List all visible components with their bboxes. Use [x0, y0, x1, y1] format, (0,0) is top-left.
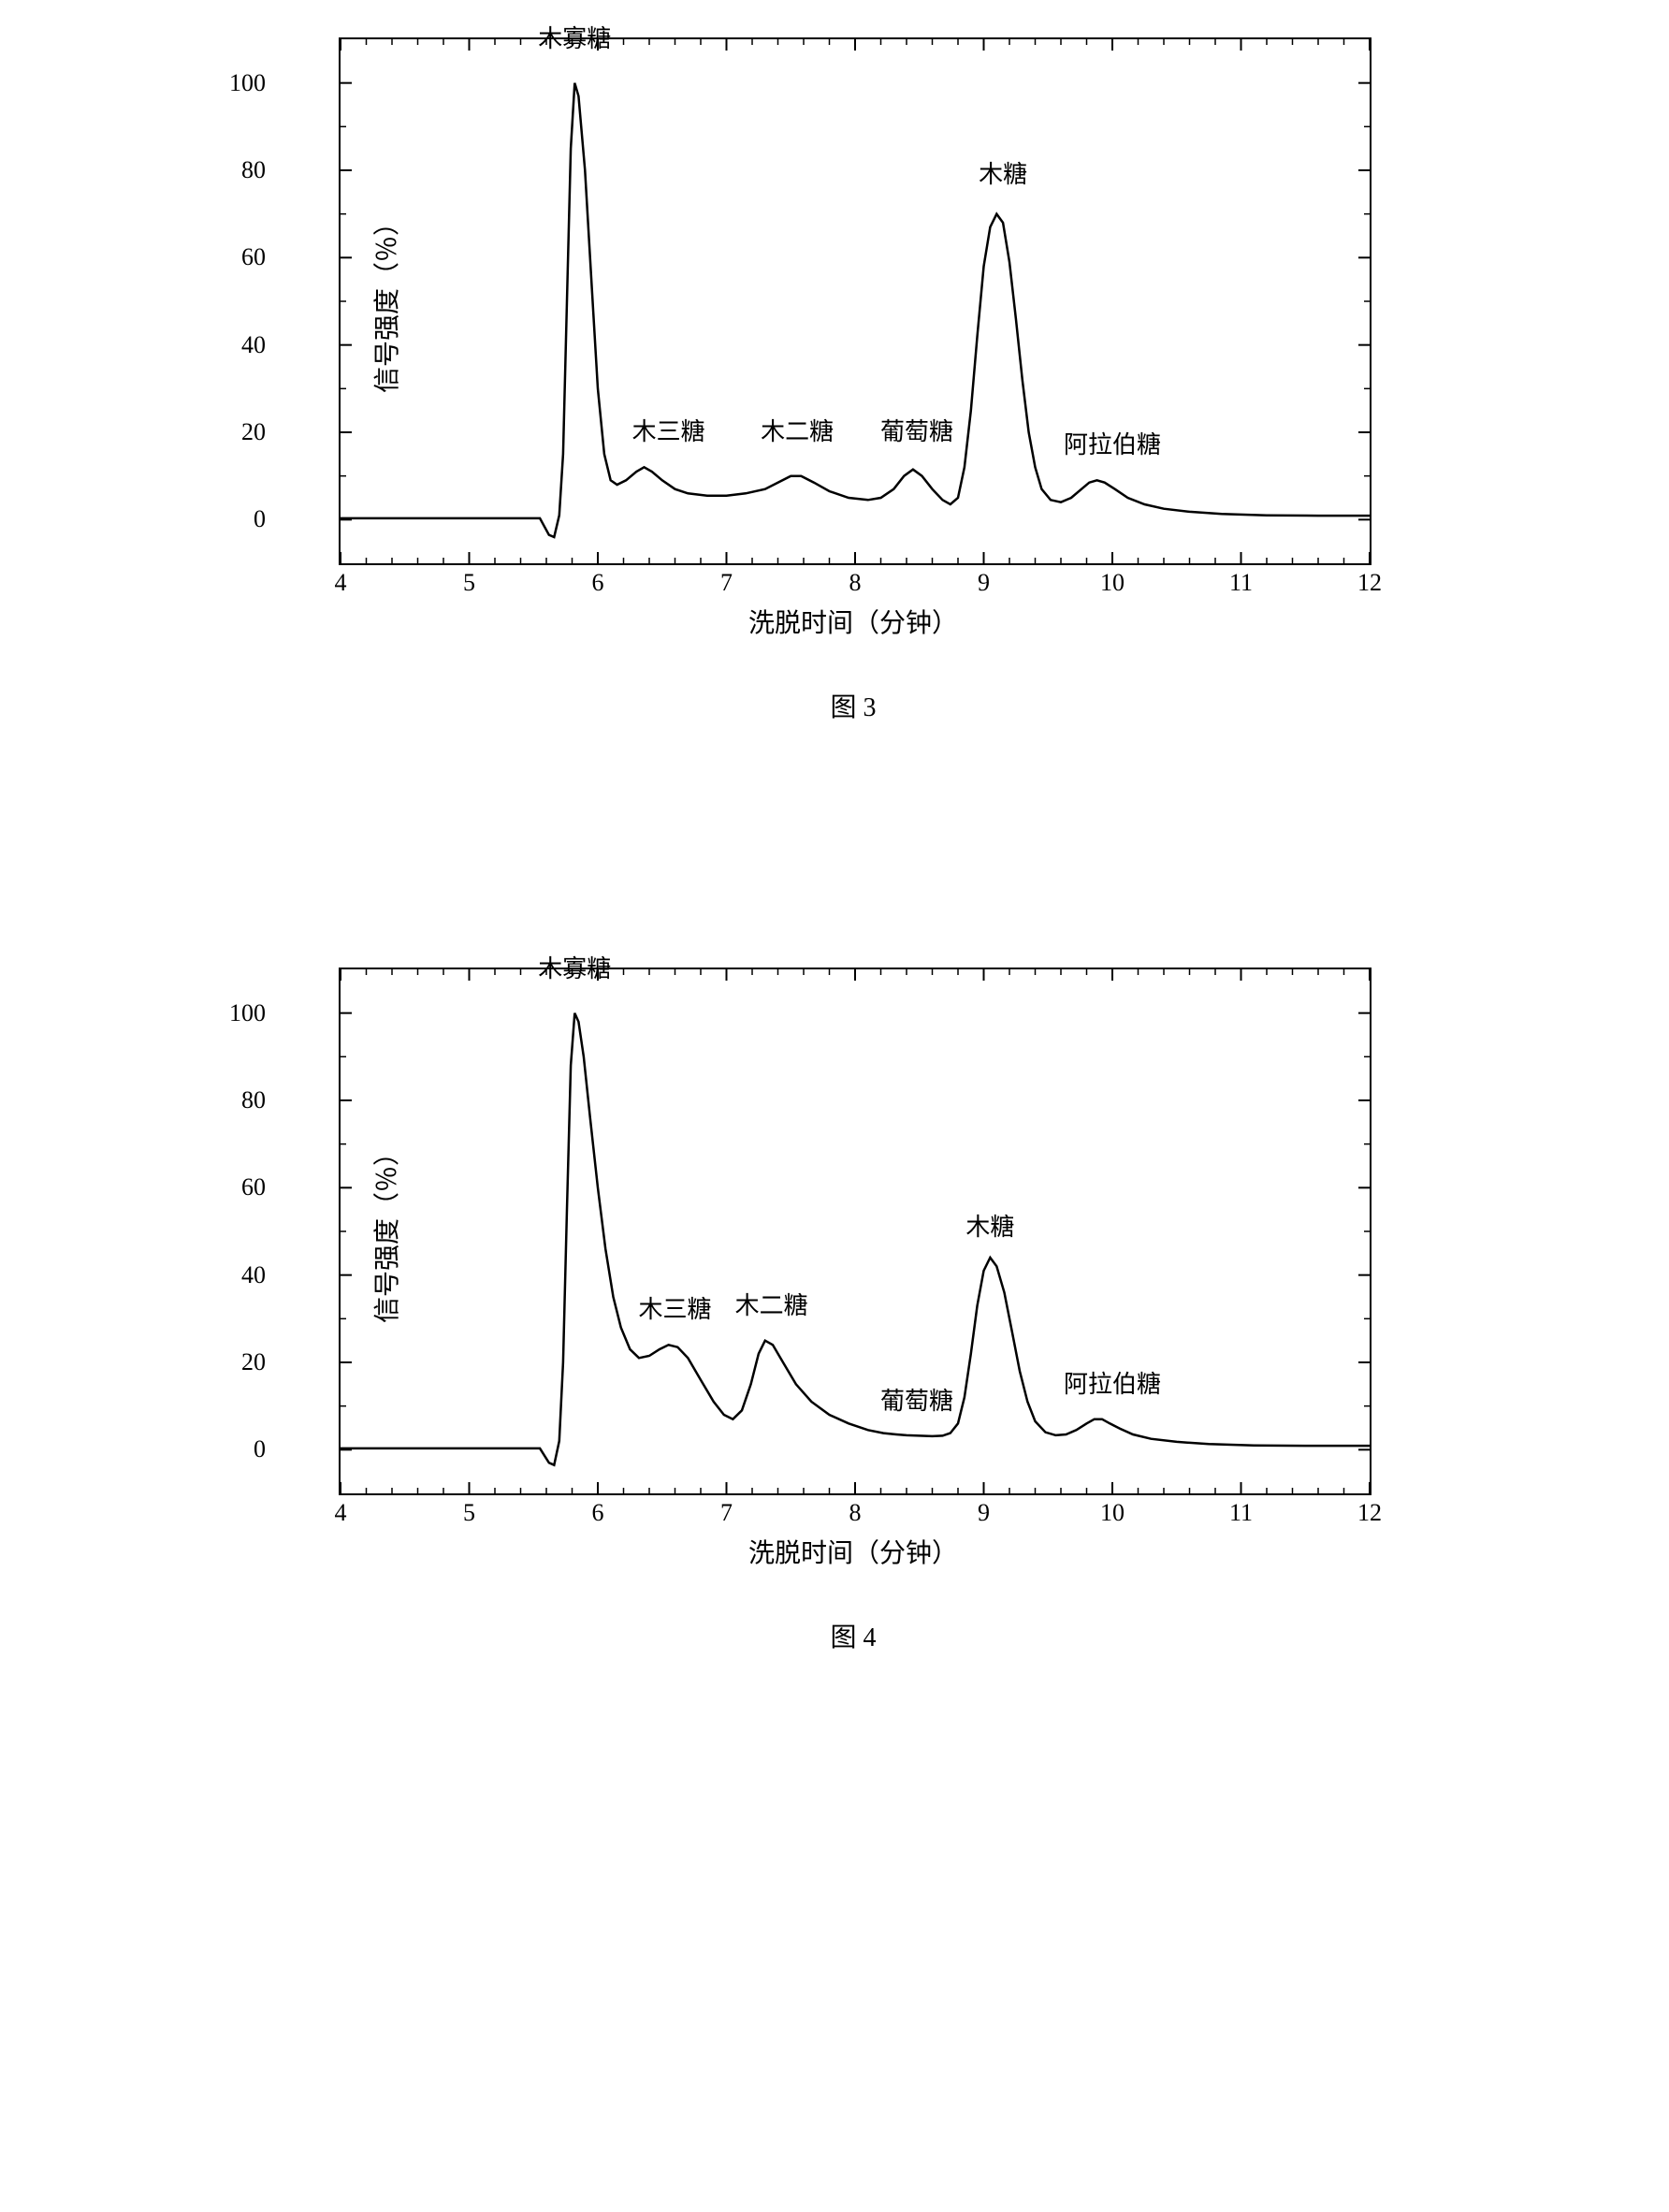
y-axis-label: 信号强度（％）: [367, 210, 404, 393]
plot-area: 信号强度（％）木寡糖木三糖木二糖葡萄糖木糖阿拉伯糖456789101112020…: [339, 37, 1371, 565]
y-tick-label: 40: [210, 1261, 266, 1289]
x-tick-label: 11: [1229, 569, 1253, 597]
x-tick-label: 9: [978, 569, 990, 597]
peak-label: 葡萄糖: [880, 1382, 953, 1417]
y-tick-label: 60: [210, 1173, 266, 1201]
y-tick-label: 0: [210, 505, 266, 533]
peak-label: 葡萄糖: [880, 413, 953, 447]
y-tick-label: 80: [210, 156, 266, 184]
peak-label: 木二糖: [761, 413, 834, 447]
x-tick-label: 10: [1100, 569, 1125, 597]
x-axis-label: 洗脱时间（分钟）: [339, 1533, 1368, 1570]
y-tick-label: 20: [210, 1348, 266, 1376]
y-tick-label: 100: [210, 999, 266, 1027]
y-tick-label: 40: [210, 331, 266, 359]
x-tick-label: 4: [335, 569, 347, 597]
peak-label: 阿拉伯糖: [1064, 426, 1161, 460]
y-tick-label: 0: [210, 1435, 266, 1463]
y-tick-label: 20: [210, 418, 266, 446]
x-tick-label: 7: [720, 1499, 733, 1527]
x-tick-label: 7: [720, 569, 733, 597]
y-tick-label: 60: [210, 243, 266, 271]
peak-label: 木糖: [979, 155, 1027, 190]
peak-label: 木寡糖: [538, 950, 611, 984]
chart-container: 信号强度（％）木寡糖木三糖木二糖葡萄糖木糖阿拉伯糖456789101112020…: [245, 968, 1424, 1654]
peak-label: 木糖: [965, 1208, 1014, 1243]
y-tick-label: 100: [210, 69, 266, 97]
plot-area: 信号强度（％）木寡糖木三糖木二糖葡萄糖木糖阿拉伯糖456789101112020…: [339, 968, 1371, 1495]
x-tick-label: 10: [1100, 1499, 1125, 1527]
x-tick-label: 11: [1229, 1499, 1253, 1527]
peak-label: 阿拉伯糖: [1064, 1365, 1161, 1400]
x-tick-label: 5: [463, 569, 475, 597]
figure-caption: 图 4: [339, 1617, 1368, 1654]
chart-container: 信号强度（％）木寡糖木三糖木二糖葡萄糖木糖阿拉伯糖456789101112020…: [245, 37, 1424, 724]
x-axis-label: 洗脱时间（分钟）: [339, 603, 1368, 640]
x-tick-label: 8: [849, 1499, 862, 1527]
y-tick-label: 80: [210, 1086, 266, 1114]
peak-label: 木三糖: [638, 1290, 711, 1325]
figure-caption: 图 3: [339, 687, 1368, 724]
x-tick-label: 6: [592, 569, 604, 597]
peak-label: 木三糖: [632, 413, 705, 447]
peak-label: 木寡糖: [538, 20, 611, 54]
x-tick-label: 4: [335, 1499, 347, 1527]
x-tick-label: 5: [463, 1499, 475, 1527]
x-tick-label: 9: [978, 1499, 990, 1527]
y-axis-label: 信号强度（％）: [367, 1140, 404, 1323]
x-tick-label: 6: [592, 1499, 604, 1527]
x-tick-label: 8: [849, 569, 862, 597]
x-tick-label: 12: [1357, 569, 1382, 597]
x-tick-label: 12: [1357, 1499, 1382, 1527]
peak-label: 木二糖: [735, 1287, 808, 1321]
